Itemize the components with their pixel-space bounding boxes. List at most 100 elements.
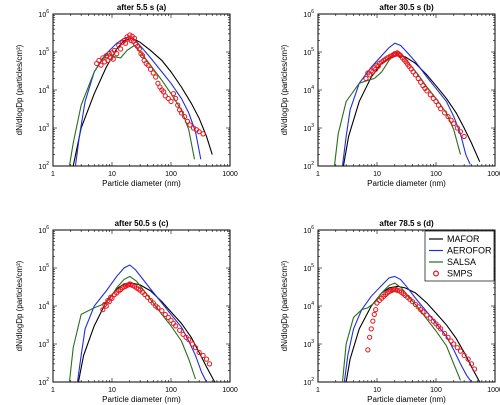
smps-point (177, 327, 183, 333)
x-tick-label: 100 (165, 387, 177, 394)
smps-point (196, 129, 202, 135)
smps-point (465, 356, 471, 362)
smps-point (438, 326, 444, 332)
smps-point (147, 297, 154, 304)
smps-point (435, 102, 442, 108)
smps-point (153, 74, 159, 80)
smps-point (105, 57, 111, 64)
smps-point (165, 95, 171, 102)
y-tick-label: 105 (303, 47, 314, 57)
x-axis-label: Particle diameter (nm) (367, 395, 446, 404)
series-aerofor-line (74, 36, 202, 166)
smps-point (454, 345, 460, 351)
x-tick-label: 100 (430, 171, 442, 178)
smps-point (445, 113, 451, 120)
legend-label: AEROFOR (447, 246, 492, 256)
smps-point (430, 318, 436, 324)
plot-frame (52, 229, 231, 383)
x-tick-label: 1 (316, 171, 320, 178)
smps-point (412, 72, 419, 78)
x-tick-label: 10 (373, 171, 381, 178)
smps-point (365, 347, 371, 353)
smps-point (98, 62, 104, 68)
smps-point (136, 46, 142, 52)
smps-point (173, 95, 179, 102)
panel-title: after 5.5 s (a) (117, 3, 167, 12)
smps-point (461, 133, 467, 140)
y-tick-label: 106 (38, 225, 49, 235)
y-tick-label: 102 (38, 377, 49, 387)
legend-label: SMPS (447, 269, 473, 279)
smps-point (206, 361, 213, 367)
smps-point (454, 125, 460, 131)
smps-point (103, 303, 109, 309)
smps-point (430, 95, 436, 102)
series-group (68, 32, 213, 166)
smps-point (373, 307, 379, 313)
smps-point (168, 98, 174, 105)
smps-point (424, 312, 430, 318)
smps-point (109, 295, 115, 301)
series-group (341, 275, 481, 382)
plot-frame (317, 13, 496, 167)
smps-point (96, 57, 102, 64)
smps-point (147, 66, 154, 72)
y-tick-label: 106 (303, 9, 314, 19)
legend-label: MAFOR (447, 234, 480, 244)
smps-point (162, 311, 168, 318)
smps-point (396, 52, 403, 58)
series-mafor-line (72, 37, 213, 166)
y-tick-label: 105 (303, 263, 314, 273)
series-group (333, 42, 481, 166)
smps-point (131, 35, 138, 41)
y-tick-label: 106 (38, 9, 49, 19)
smps-point (118, 46, 124, 52)
x-tick-label: 10 (108, 171, 116, 178)
smps-point (145, 62, 151, 68)
smps-point (375, 63, 381, 69)
panel-b: 1 10 100 1000 102 103 104 105 106 after 30.5 s (b… (280, 3, 500, 188)
y-tick-label: 103 (303, 339, 314, 349)
smps-point (445, 334, 451, 340)
smps-point (142, 291, 148, 298)
y-tick-label: 102 (303, 377, 314, 387)
smps-point (451, 121, 457, 127)
legend-label: SALSA (447, 257, 476, 267)
x-tick-label: 1 (51, 387, 55, 394)
y-tick-label: 102 (303, 161, 314, 171)
series-salsa-line (68, 275, 197, 382)
smps-point (371, 311, 377, 318)
smps-point (155, 305, 161, 311)
smps-point (409, 299, 416, 305)
panel-title: after 50.5 s (c) (115, 219, 169, 228)
smps-point (150, 300, 156, 306)
series-mafor-line (342, 55, 481, 166)
y-tick-label: 106 (303, 225, 314, 235)
series-aerofor-line (341, 42, 471, 166)
x-tick-label: 1000 (487, 171, 500, 178)
x-axis-label: Particle diameter (nm) (367, 179, 446, 188)
x-tick-label: 100 (430, 387, 442, 394)
smps-point (420, 309, 426, 315)
smps-point (200, 131, 206, 137)
series-mafor-line (77, 282, 216, 382)
plot-frame (317, 229, 496, 383)
smps-point (181, 113, 188, 120)
smps-point (187, 122, 193, 128)
x-tick-label: 1000 (487, 387, 500, 394)
smps-point (471, 366, 478, 372)
smps-point (394, 287, 400, 293)
legend-marker-smps (433, 270, 440, 277)
x-axis-label: Particle diameter (nm) (102, 395, 181, 404)
panel-a: 1 10 100 1000 102 103 104 105 106 after 5.5 s (a)… (15, 3, 238, 188)
smps-point (196, 349, 202, 356)
smps-point (461, 352, 467, 359)
x-tick-label: 1000 (222, 171, 238, 178)
x-tick-label: 1000 (222, 387, 238, 394)
plot-frame (52, 13, 231, 167)
series-salsa-line (341, 282, 461, 382)
smps-point (363, 75, 369, 82)
smps-point (100, 307, 106, 313)
smps-point (165, 314, 171, 321)
smps-point (175, 102, 181, 108)
